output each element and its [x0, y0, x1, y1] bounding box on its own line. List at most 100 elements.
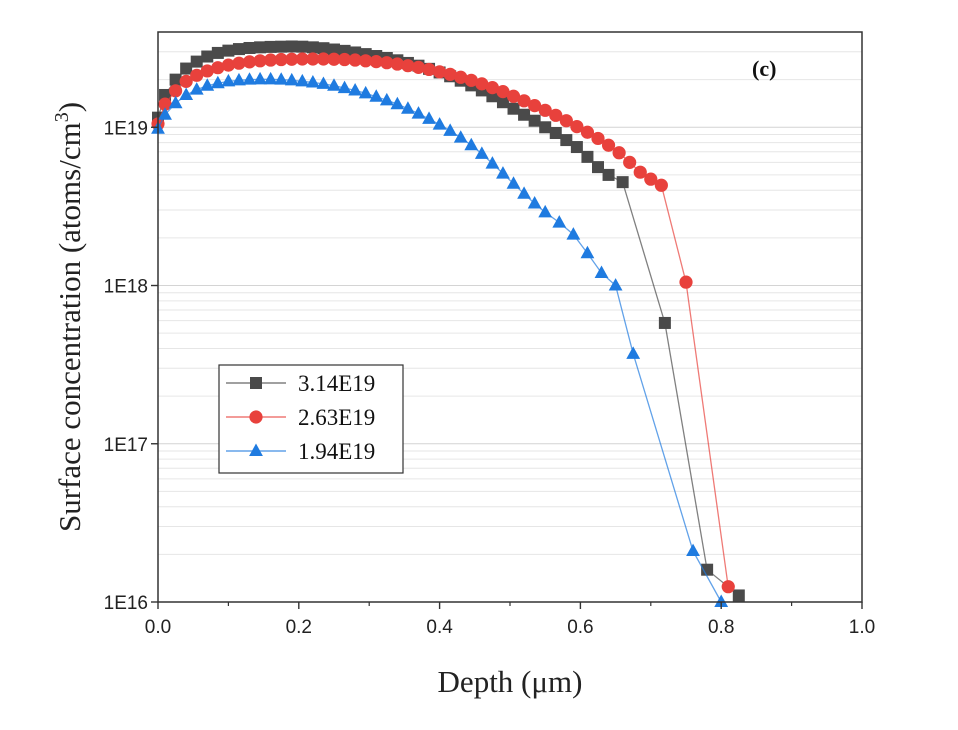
data-point-circle	[211, 61, 225, 75]
data-point-square	[496, 96, 509, 109]
x-tick-label: 0.0	[145, 617, 171, 638]
data-point-circle	[679, 275, 693, 289]
data-point-triangle	[189, 82, 204, 95]
y-tick-label: 1E17	[104, 435, 148, 456]
data-point-circle	[654, 178, 668, 192]
data-point-square	[570, 141, 583, 154]
data-point-triangle	[305, 75, 320, 88]
data-point-circle	[559, 114, 573, 128]
y-axis-title-close: )	[52, 102, 87, 112]
data-point-circle	[221, 58, 235, 72]
legend: 3.14E19 2.63E19 1.94E19	[218, 364, 404, 474]
data-point-square	[616, 176, 629, 189]
data-point-square	[159, 88, 172, 101]
tick-layer: 0.0 0.2 0.4 0.6 0.8 1.0 1E16 1E17 1E18 1E19	[104, 118, 876, 638]
data-point-square	[328, 43, 340, 56]
data-point-square	[222, 44, 235, 57]
data-point-circle	[369, 55, 383, 69]
data-point-square	[507, 102, 520, 115]
data-point-circle	[422, 62, 436, 77]
data-point-circle	[485, 81, 499, 95]
data-point-square	[169, 73, 182, 86]
data-point-triangle	[158, 107, 172, 120]
data-point-triangle	[453, 130, 468, 143]
data-point-triangle	[474, 146, 489, 159]
y-tick-label: 1E18	[104, 277, 148, 298]
data-point-circle	[190, 68, 204, 82]
data-point-circle	[721, 580, 735, 594]
data-point-triangle	[179, 87, 194, 101]
x-tick-label: 0.6	[567, 617, 593, 638]
data-point-circle	[601, 138, 616, 152]
data-point-circle	[475, 77, 489, 91]
y-axis-title: Surface concentration (atoms/cm3)	[51, 102, 87, 532]
data-point-square	[264, 40, 277, 53]
data-point-circle	[264, 53, 278, 67]
data-point-circle	[348, 53, 362, 67]
data-point-circle	[623, 155, 637, 169]
data-point-triangle	[379, 92, 394, 106]
data-point-circle	[158, 97, 172, 111]
data-point-triangle	[626, 346, 641, 359]
data-point-circle	[274, 52, 288, 67]
data-point-triangle	[358, 85, 373, 99]
data-point-triangle	[432, 117, 447, 130]
data-point-circle	[380, 56, 394, 70]
legend-entry: 2.63E19	[226, 405, 375, 430]
data-point-square	[581, 150, 594, 163]
data-point-triangle	[517, 186, 531, 199]
data-point-triangle	[221, 73, 236, 87]
y-tick-label: 1E19	[104, 118, 148, 139]
data-point-circle	[517, 94, 531, 108]
data-point-square	[190, 55, 203, 68]
data-point-triangle	[200, 78, 215, 91]
data-point-triangle	[369, 89, 384, 102]
data-point-triangle	[337, 80, 352, 94]
data-point-triangle	[253, 71, 267, 85]
series-1.94E19	[151, 71, 729, 608]
series-2.63E19	[151, 52, 735, 594]
y-tick-label: 1E16	[104, 593, 148, 614]
data-point-circle	[528, 99, 542, 113]
y-axis-title-superscript: 3	[51, 112, 73, 122]
data-point-square	[701, 563, 714, 576]
data-point-triangle	[552, 215, 567, 228]
data-point-triangle	[295, 73, 310, 87]
data-point-circle	[433, 65, 447, 79]
data-point-triangle	[249, 443, 263, 457]
data-point-square	[539, 121, 552, 134]
data-point-square	[180, 62, 193, 75]
legend-label: 1.94E19	[298, 439, 375, 464]
data-point-circle	[249, 410, 263, 424]
data-point-triangle	[714, 594, 729, 608]
data-point-triangle	[390, 96, 405, 110]
data-point-circle	[327, 52, 341, 66]
data-point-triangle	[422, 111, 436, 124]
data-point-square	[285, 40, 298, 53]
data-point-circle	[411, 60, 426, 74]
data-point-triangle	[210, 75, 225, 89]
data-point-triangle	[443, 123, 458, 136]
data-point-triangle	[348, 82, 363, 96]
data-point-circle	[538, 103, 552, 117]
data-point-triangle	[485, 156, 500, 169]
data-point-circle	[633, 165, 647, 179]
data-point-circle	[295, 52, 309, 66]
x-tick-label: 0.8	[708, 617, 734, 638]
data-point-triangle	[686, 543, 700, 557]
data-point-circle	[359, 54, 373, 68]
data-point-square	[232, 43, 245, 56]
data-point-square	[306, 41, 319, 54]
legend-entry: 3.14E19	[226, 371, 375, 396]
data-point-square	[592, 161, 604, 174]
data-point-circle	[232, 56, 246, 70]
data-point-circle	[285, 52, 299, 66]
data-point-triangle	[232, 72, 246, 86]
data-point-triangle	[401, 101, 415, 114]
legend-label: 2.63E19	[298, 405, 375, 430]
data-point-circle	[506, 89, 521, 103]
data-point-triangle	[242, 72, 257, 85]
